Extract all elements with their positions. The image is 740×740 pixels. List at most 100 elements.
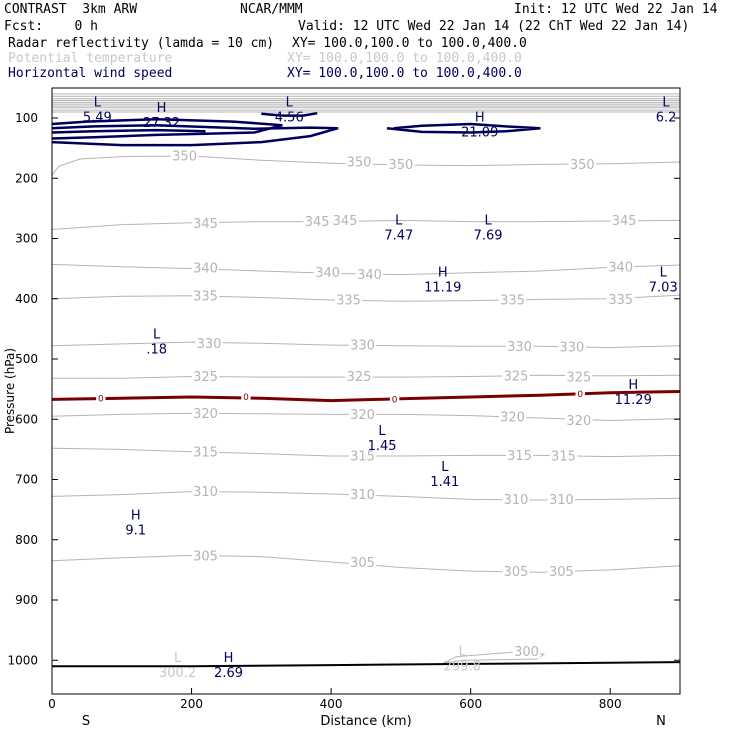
zero-contour-label: 0 (577, 390, 583, 400)
theta-contour-label-bg (191, 288, 220, 303)
theta-contour-label-bg (191, 216, 220, 231)
y-axis-label: Pressure (hPa) (3, 348, 17, 434)
theta-contour-label-bg (191, 444, 220, 459)
init-time: Init: 12 UTC Wed 22 Jan 14 (514, 2, 718, 17)
theta-contour-label: 330 (507, 340, 532, 355)
theta-contour-label: 335 (193, 289, 218, 304)
extremum-value: 4.56 (275, 111, 304, 126)
y-tick-label: 1000 (7, 653, 38, 667)
theta-contour-label-bg (606, 259, 635, 274)
field-name-wind: Horizontal wind speed (8, 66, 173, 81)
theta-contour-label-bg (547, 564, 576, 579)
theta-contour-label: 330 (197, 337, 222, 352)
extremum-value: 7.47 (384, 229, 413, 244)
extremum-low-marker: L (153, 328, 161, 343)
valid-time: Valid: 12 UTC Wed 22 Jan 14 (22 ChT Wed … (298, 19, 690, 34)
extremum-low-marker: L (484, 214, 492, 229)
theta-contour-label-bg (606, 292, 635, 307)
zero-contour-label: 0 (392, 396, 398, 406)
theta-contour-label-bg (505, 339, 534, 354)
forecast-hour: Fcst: 0 h (4, 19, 98, 34)
extremum-high-marker: H (224, 651, 234, 666)
theta-contour-label: 345 (333, 214, 358, 229)
extremum-value: 2.69 (214, 666, 243, 681)
x-tick-label: 600 (459, 697, 482, 711)
theta-contour-label-bg (191, 406, 220, 421)
theta-contour-label: 345 (305, 215, 330, 230)
wind-speed-contour (51, 128, 206, 134)
extremum-value: 6.2 (656, 111, 677, 126)
extremum-low-marker: L (459, 644, 467, 659)
zero-contour-label-bg (575, 388, 585, 399)
theta-contour-label: 330 (559, 341, 584, 356)
theta-contour-label-bg (502, 564, 530, 579)
theta-contour-label-bg (505, 448, 534, 463)
extremum-low-marker: L (662, 96, 670, 111)
theta-contour-label: 325 (347, 370, 372, 385)
theta-contour-label: 350 (388, 158, 413, 173)
theta-contour-label-bg (387, 157, 415, 172)
wind-speed-contour (386, 122, 541, 134)
theta-contour-label: 305 (193, 550, 218, 565)
theta-contour-label-bg (195, 336, 223, 351)
theta-contour-label-bg (191, 484, 220, 499)
model-title: CONTRAST 3km ARW (4, 2, 138, 17)
theta-contour-label: 300 (514, 645, 539, 660)
theta-contour-label: 325 (193, 370, 218, 385)
extremum-value: 7.03 (649, 280, 678, 295)
theta-contour-label: 325 (566, 371, 591, 386)
wind-speed-contour (51, 123, 339, 147)
theta-contour-label-bg (547, 492, 576, 507)
theta-contour-label-bg (498, 292, 527, 308)
ground-surface (52, 661, 681, 668)
theta-contour-label-bg (565, 369, 593, 385)
zero-contour-label-bg (241, 392, 251, 402)
field-name-theta: Potential temperature (8, 51, 173, 66)
y-tick-label: 500 (15, 352, 38, 366)
y-tick-label: 700 (15, 473, 38, 487)
zero-reflectivity-contour (51, 390, 681, 403)
theta-contour-label-bg (191, 548, 220, 564)
theta-contour-335 (51, 294, 681, 302)
extremum-value: 11.29 (615, 393, 652, 408)
extremum-low-marker: L (395, 214, 403, 229)
theta-contour-label: 340 (608, 260, 633, 275)
theta-contour-345 (51, 219, 681, 230)
theta-contour-300 (442, 650, 546, 664)
theta-contour-label: 320 (193, 407, 218, 422)
extremum-high-marker: H (131, 508, 141, 523)
extremum-low-marker: L (378, 424, 386, 439)
y-tick-label: 400 (15, 292, 38, 306)
theta-contour-label-bg (565, 413, 593, 428)
x-tick-label: 0 (48, 697, 56, 711)
wind-speed-contour (261, 111, 318, 117)
extremum-value: 9.1 (125, 523, 146, 538)
theta-contour-label-bg (558, 339, 586, 355)
theta-contour-label-bg (345, 369, 373, 384)
theta-contour-label: 320 (500, 410, 525, 425)
extremum-low-marker: L (660, 265, 668, 280)
theta-contour-label: 340 (315, 266, 340, 281)
y-tick-label: 800 (15, 533, 38, 547)
org-label: NCAR/MMM (240, 2, 303, 17)
extremum-low-marker: L (174, 651, 182, 666)
theta-contour-label: 315 (507, 449, 532, 464)
axes: 100 200 300 400 500 600 700 800 900 1000 0 200 400 60… (7, 111, 680, 711)
theta-contour-label: 315 (551, 450, 576, 465)
theta-contour-label-bg (348, 407, 377, 422)
extremum-value: 21.09 (461, 126, 498, 141)
theta-contour-label: 315 (350, 450, 375, 465)
theta-contour-label: 345 (612, 214, 637, 229)
theta-contour-label: 320 (566, 414, 591, 429)
y-tick-label: 900 (15, 593, 38, 607)
theta-contour-label-bg (568, 157, 597, 172)
field-name-reflectivity: Radar reflectivity (lamda = 10 cm) (8, 36, 275, 51)
wind-contours (51, 111, 541, 147)
theta-contour-350 (51, 155, 681, 176)
theta-contour-label-bg (502, 368, 530, 384)
south-end-label: S (82, 714, 90, 729)
extremum-value: 5.49 (83, 111, 112, 126)
zero-contour-label: 0 (98, 394, 104, 404)
ground-line (52, 661, 681, 668)
